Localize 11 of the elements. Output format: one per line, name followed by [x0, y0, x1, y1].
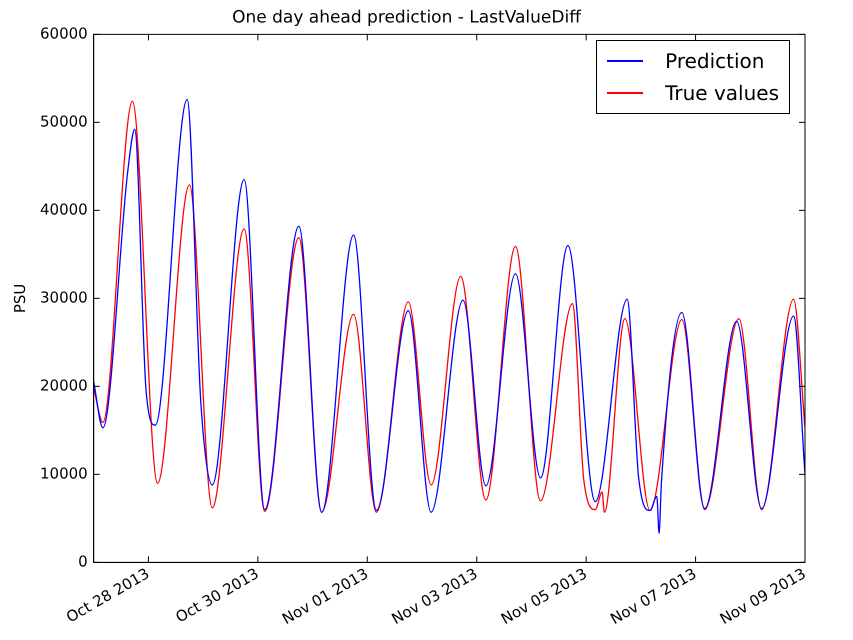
legend-label: True values — [665, 81, 779, 105]
y-tick-label: 0 — [78, 552, 88, 570]
y-tick-label: 60000 — [40, 24, 88, 42]
y-tick-label: 40000 — [40, 200, 88, 218]
y-tick-label: 20000 — [40, 376, 88, 394]
y-axis-title: PSU — [10, 284, 29, 314]
chart-title: One day ahead prediction - LastValueDiff — [232, 8, 582, 28]
y-tick-label: 50000 — [40, 112, 88, 130]
y-tick-label: 10000 — [40, 464, 88, 482]
legend-label: Prediction — [665, 49, 764, 73]
y-tick-label: 30000 — [40, 288, 88, 306]
